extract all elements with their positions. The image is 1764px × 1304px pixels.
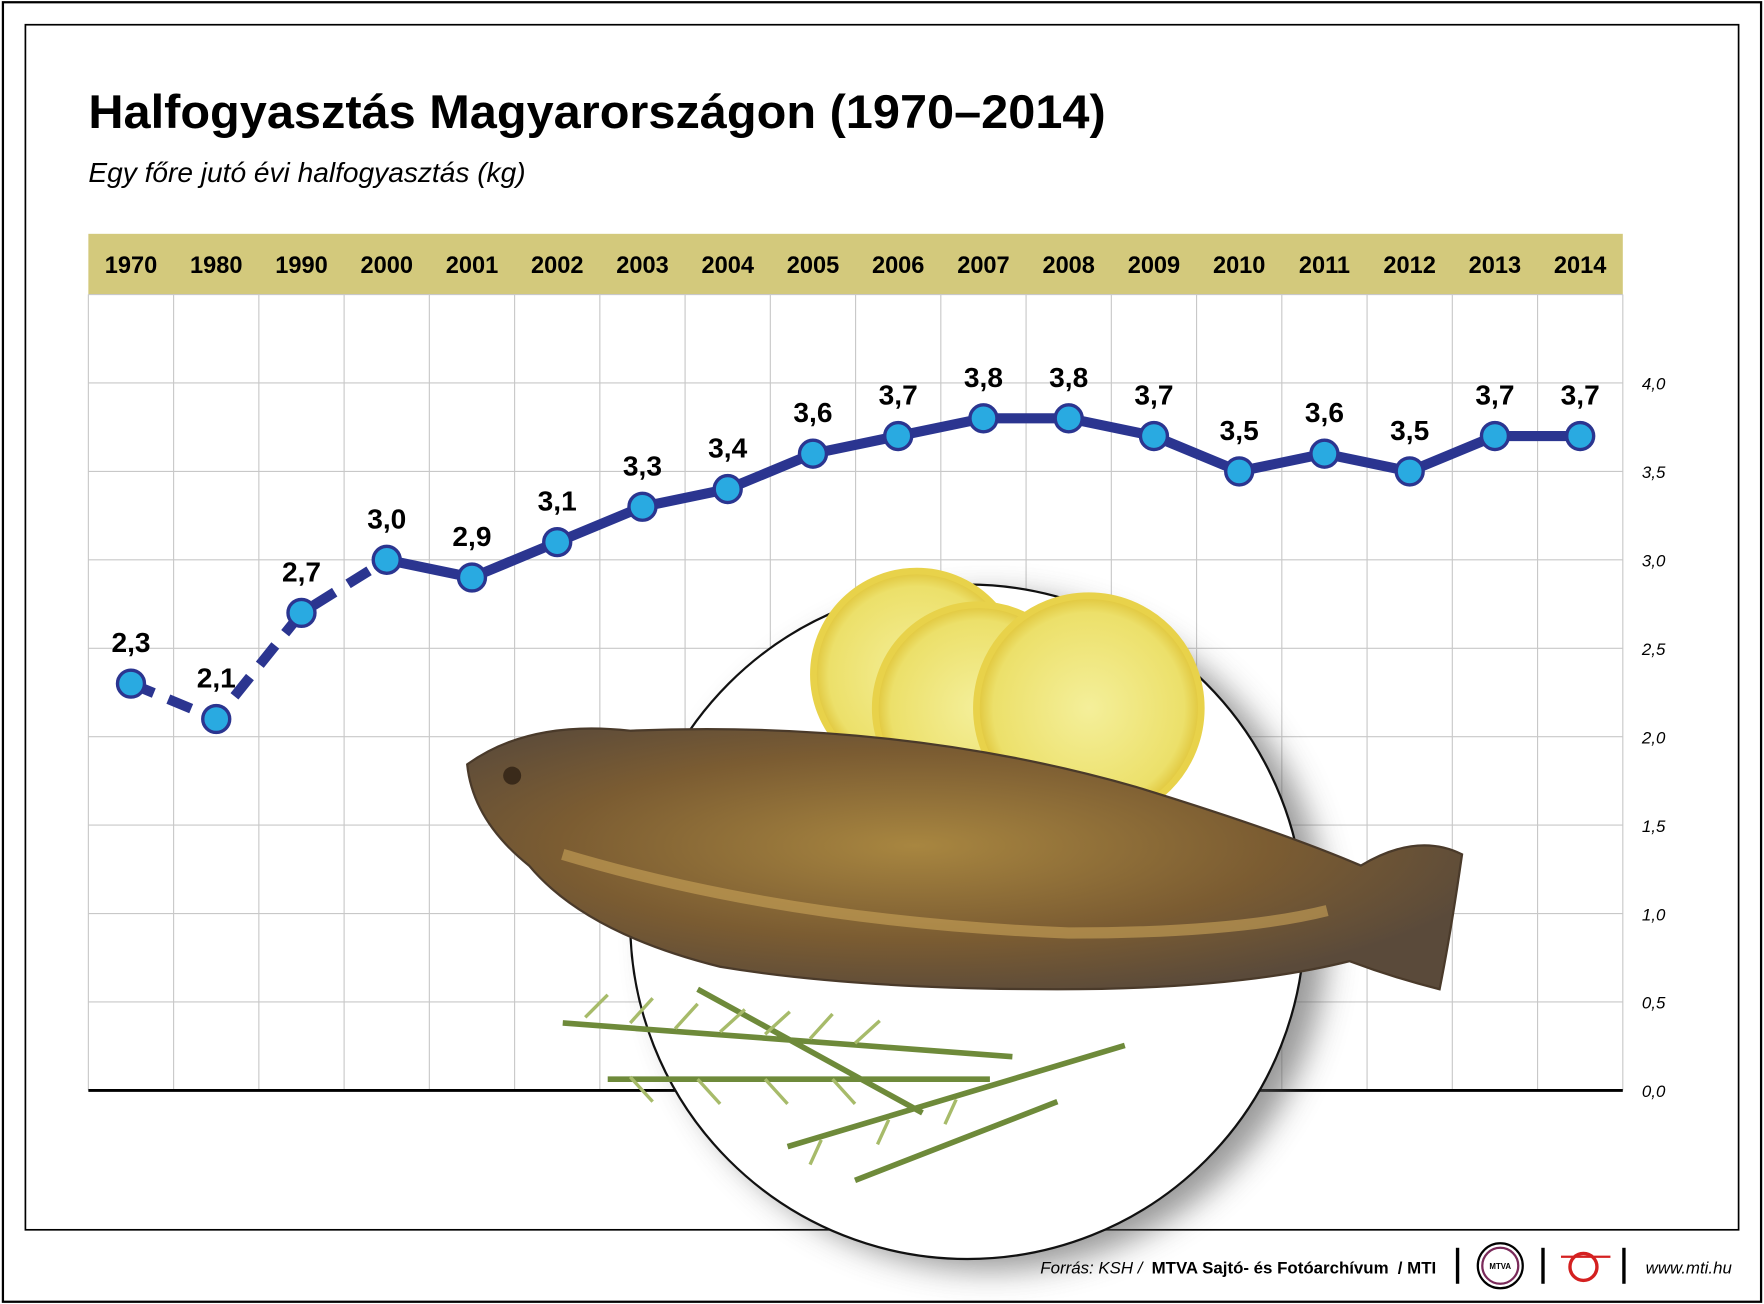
marker <box>1224 456 1255 487</box>
marker <box>968 403 999 434</box>
logo-text: MTVA <box>1489 1262 1511 1271</box>
x-tick-label: 2001 <box>446 253 499 279</box>
x-tick-label: 1990 <box>275 253 328 279</box>
x-tick-label: 2006 <box>872 253 925 279</box>
illustration <box>466 567 1464 1271</box>
x-tick-label: 2009 <box>1128 253 1181 279</box>
value-label: 3,5 <box>1220 415 1259 446</box>
marker <box>1479 420 1511 452</box>
source-agency: MTVA Sajtó- és Fotóarchívum <box>1152 1259 1389 1278</box>
x-tick-label: 2012 <box>1383 253 1436 279</box>
y-tick-label: 0,5 <box>1642 994 1666 1013</box>
y-tick-label: 1,5 <box>1642 817 1666 836</box>
marker <box>201 703 232 735</box>
y-tick-label: 4,0 <box>1642 375 1666 394</box>
x-tick-label: 2000 <box>360 253 413 279</box>
website: www.mti.hu <box>1646 1259 1733 1278</box>
value-label: 3,1 <box>538 486 577 517</box>
x-tick-label: 1980 <box>190 253 243 279</box>
value-label: 3,6 <box>1305 397 1344 428</box>
value-label: 3,0 <box>367 503 406 534</box>
value-label: 3,3 <box>623 450 662 481</box>
value-label: 3,8 <box>1049 362 1088 393</box>
chart-subtitle: Egy főre jutó évi halfogyasztás (kg) <box>88 157 525 188</box>
value-label: 2,7 <box>282 556 321 587</box>
marker <box>1053 403 1084 434</box>
value-label: 2,1 <box>197 663 236 694</box>
x-tick-label: 2002 <box>531 253 584 279</box>
marker <box>1565 420 1596 452</box>
y-tick-label: 2,0 <box>1641 728 1666 747</box>
marker <box>1309 438 1340 469</box>
x-tick-label: 2005 <box>787 253 840 279</box>
x-tick-label: 2014 <box>1554 253 1607 279</box>
value-label: 3,6 <box>793 397 832 428</box>
y-tick-label: 2,5 <box>1641 640 1666 659</box>
x-tick-label: 2008 <box>1042 253 1095 279</box>
x-tick-label: 2013 <box>1469 253 1522 279</box>
marker <box>883 420 914 452</box>
x-tick-label: 2003 <box>616 253 669 279</box>
x-tick-label: 2004 <box>701 253 754 279</box>
source-publisher: / MTI <box>1398 1259 1436 1278</box>
y-tick-label: 1,0 <box>1642 905 1666 924</box>
marker <box>1138 420 1170 452</box>
value-label: 2,3 <box>111 627 150 658</box>
mti-logo <box>1568 1251 1599 1283</box>
logo-ring <box>1481 1246 1520 1285</box>
category-band <box>88 233 1623 295</box>
source-text: Forrás: KSH / <box>1040 1259 1144 1278</box>
value-label: 3,7 <box>1134 380 1173 411</box>
value-label: 3,5 <box>1390 415 1429 446</box>
value-label: 3,8 <box>964 362 1003 393</box>
plot: 2,3 2,1 2,7 3,0 2,9 3,1 3,3 3,4 3,6 3,7 3,8 3,8 3,7 3… <box>111 362 1600 735</box>
marker <box>371 544 402 575</box>
y-tick-label: 3,0 <box>1642 552 1666 571</box>
source: Forrás: KSH / MTVA Sajtó- és Fotóarchívu… <box>1040 1259 1436 1278</box>
chart-title: Halfogyasztás Magyarországon (1970–2014) <box>88 86 1105 139</box>
value-label: 3,7 <box>1475 380 1514 411</box>
x-tick-label: 2011 <box>1299 253 1350 279</box>
marker <box>627 491 658 522</box>
y-tick-label: 0,0 <box>1642 1082 1666 1101</box>
value-label: 3,7 <box>1561 380 1600 411</box>
value-label: 3,7 <box>879 380 918 411</box>
x-tick-label: 1970 <box>105 253 158 279</box>
y-tick-label: 3,5 <box>1642 463 1666 482</box>
logo-circle <box>1476 1242 1524 1290</box>
value-label: 2,9 <box>452 521 491 552</box>
marker <box>1394 456 1425 487</box>
x-tick-label: 2010 <box>1213 253 1266 279</box>
marker <box>542 526 573 558</box>
marker <box>456 562 488 593</box>
marker <box>712 473 743 505</box>
marker <box>797 438 829 469</box>
value-label: 3,4 <box>708 433 747 464</box>
x-tick-label: 2007 <box>957 253 1010 279</box>
marker <box>286 597 317 629</box>
line-dashed <box>129 555 390 725</box>
marker <box>115 668 147 699</box>
